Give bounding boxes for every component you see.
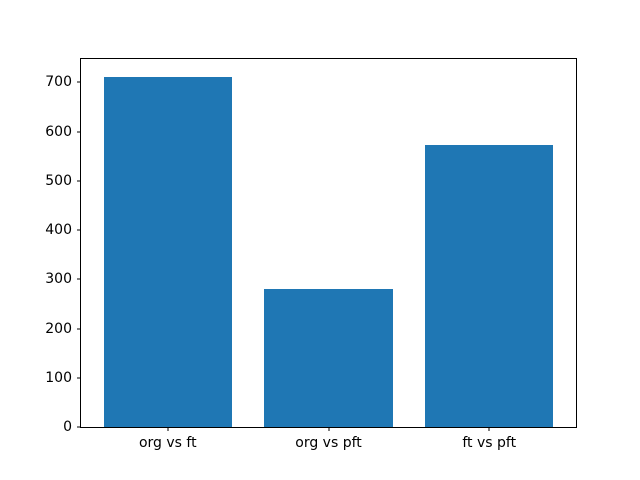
ytick-label: 300 — [45, 271, 72, 288]
ytick-label: 500 — [45, 172, 72, 189]
ytick-mark — [77, 81, 81, 83]
ytick-label: 700 — [45, 74, 72, 91]
ytick-mark — [77, 426, 81, 428]
ytick-label: 0 — [63, 419, 72, 435]
xtick-label: org vs ft — [138, 435, 197, 451]
ytick-label: 400 — [45, 222, 72, 239]
xtick-label: org vs pft — [295, 435, 362, 451]
xtick-mark — [488, 427, 490, 431]
bar-org-vs-pft — [264, 288, 393, 427]
ytick-mark — [77, 377, 81, 379]
xtick-mark — [328, 427, 329, 431]
xtick-label: ft vs pft — [462, 435, 517, 451]
ytick-mark — [77, 328, 81, 330]
ytick-mark — [77, 131, 81, 133]
ytick-mark — [77, 278, 81, 280]
bar-ft-vs-pft — [424, 144, 554, 427]
ytick-label: 600 — [45, 123, 72, 140]
bar-org-vs-ft — [103, 76, 233, 427]
ytick-mark — [77, 229, 81, 231]
plot-area: org vs ft org vs pft ft vs pft 0 100 200 300 40… — [45, 58, 577, 450]
ytick-label: 100 — [45, 369, 72, 386]
ytick-label: 200 — [45, 320, 72, 337]
ytick-mark — [77, 180, 81, 182]
xtick-mark — [167, 427, 169, 431]
